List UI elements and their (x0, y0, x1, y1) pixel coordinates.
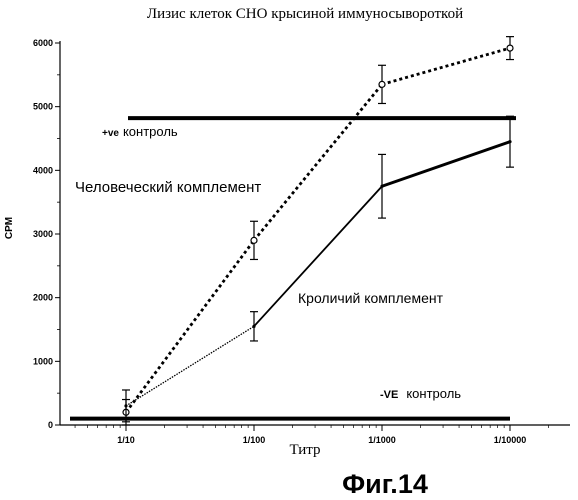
neg-control-word: контроль (406, 386, 461, 401)
series-label-rabbit: Кроличий комплемент (298, 290, 444, 306)
x-tick-label: 1/10 (117, 435, 135, 445)
pos-control-sign: +ve (102, 128, 119, 139)
x-tick-label: 1/1000 (368, 435, 396, 445)
x-tick-label: 1/10000 (494, 435, 527, 445)
series-1-point (252, 325, 255, 328)
x-tick-label: 1/100 (243, 435, 266, 445)
series-1-segment (382, 142, 510, 187)
y-tick-label: 3000 (33, 229, 53, 239)
series-0-point (507, 45, 513, 51)
y-tick-label: 0 (48, 420, 53, 430)
plot-area: 0 1000 2000 3000 4000 5000 6000 1/10 1/100 1/1000… (33, 37, 570, 445)
series-label-human: Человеческий комплемент (75, 179, 261, 196)
pos-control-word: контроль (123, 124, 178, 139)
series-1-point (508, 140, 511, 143)
x-axis-label: Титр (289, 442, 320, 458)
series-1-point (124, 404, 127, 407)
figure-label: Фиг.14 (342, 469, 428, 499)
y-tick-label: 2000 (33, 293, 53, 303)
pos-control-label: +ve контроль (102, 124, 178, 139)
series-0-segment (126, 240, 254, 412)
neg-control-label: -VE контроль (380, 386, 461, 401)
chart-title: Лизис клеток СНО крысиной иммуносыворотк… (147, 6, 463, 22)
y-axis-label: CPM (4, 217, 15, 239)
y-tick-label: 6000 (33, 38, 53, 48)
series-0-segment (382, 48, 510, 84)
y-tick-label: 1000 (33, 356, 53, 366)
y-tick-label: 5000 (33, 102, 53, 112)
series-1-point (380, 185, 383, 188)
series-1-segment (126, 326, 254, 406)
series-0-point (379, 81, 385, 87)
y-tick-label: 4000 (33, 165, 53, 175)
neg-control-sign: -VE (380, 389, 398, 401)
series-0-segment (254, 84, 382, 240)
series-0-point (251, 237, 257, 243)
